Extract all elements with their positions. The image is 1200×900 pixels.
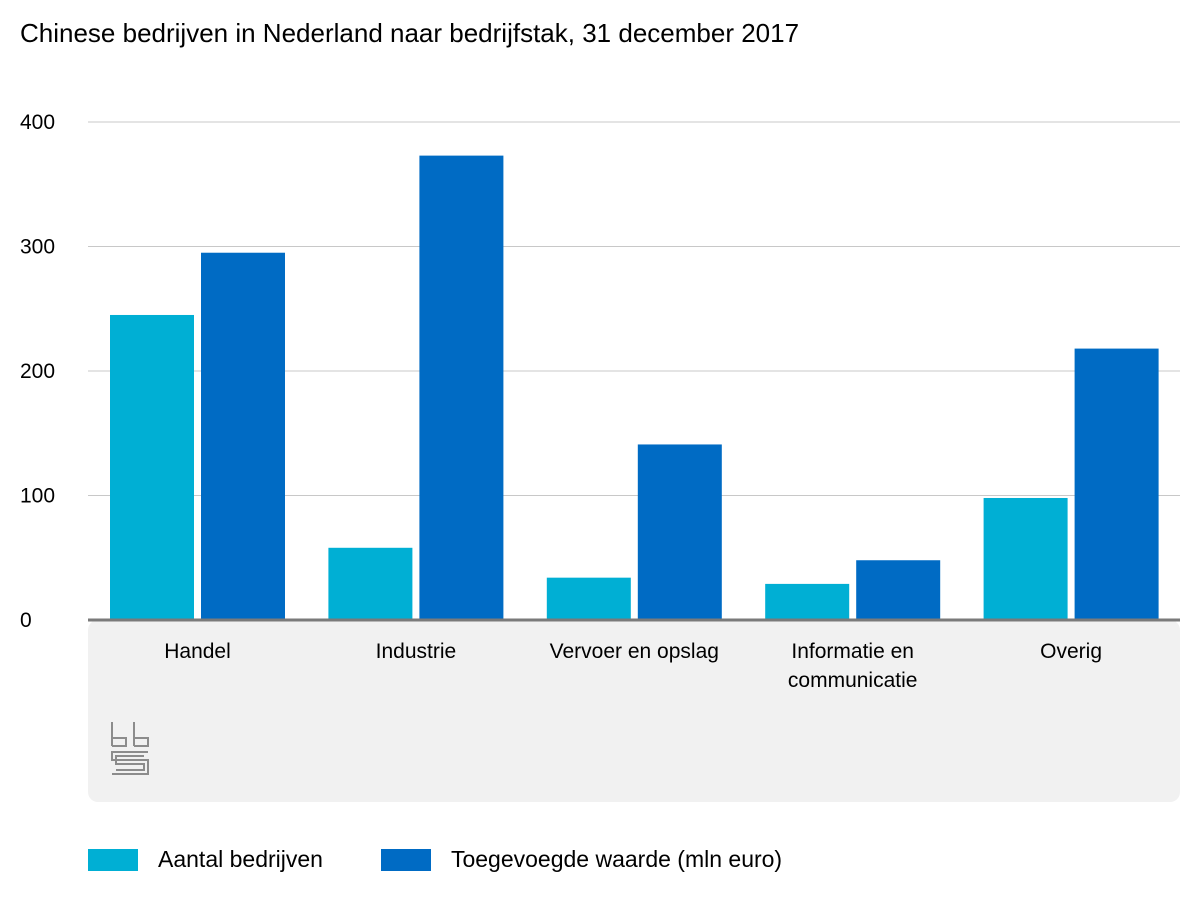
legend-label-toegevoegde: Toegevoegde waarde (mln euro) [450, 846, 783, 872]
bar [328, 547, 413, 620]
x-tick-label: Informatie en communicatie [788, 640, 918, 692]
bar [1074, 348, 1159, 620]
y-tick-label: 100 [20, 485, 55, 508]
legend-swatch-toegevoegde [380, 848, 431, 871]
x-tick-label: Vervoer en opslag [550, 640, 719, 663]
bar [856, 560, 941, 620]
x-tick-label: Overig [1040, 640, 1102, 663]
legend-label-aantal: Aantal bedrijven [158, 846, 323, 872]
bar [637, 444, 722, 620]
legend-item-aantal-bedrijven: Aantal bedrijven [88, 846, 323, 873]
x-tick-label: Handel [164, 640, 231, 663]
bar [765, 583, 850, 620]
y-tick-label: 400 [20, 111, 55, 134]
bar [201, 252, 285, 620]
bar [983, 497, 1068, 620]
category-labels: Handel Industrie Vervoer en opslag Informat… [164, 640, 1102, 692]
bar [419, 155, 504, 621]
x-axis-panel [88, 620, 1180, 802]
bar [110, 314, 194, 620]
chart-title: Chinese bedrijven in Nederland naar bedr… [20, 18, 800, 48]
y-tick-label: 200 [20, 360, 55, 383]
legend-item-toegevoegde-waarde: Toegevoegde waarde (mln euro) [380, 846, 783, 873]
x-tick-label: Industrie [376, 640, 457, 663]
bar [546, 577, 631, 620]
cbs-logo-icon [111, 722, 149, 775]
legend-swatch-aantal [88, 848, 138, 871]
y-tick-label: 300 [20, 236, 55, 259]
legend: Aantal bedrijven Toegevoegde waarde (mln… [88, 846, 840, 873]
y-tick-label: 0 [20, 609, 32, 632]
bars [110, 155, 1159, 621]
